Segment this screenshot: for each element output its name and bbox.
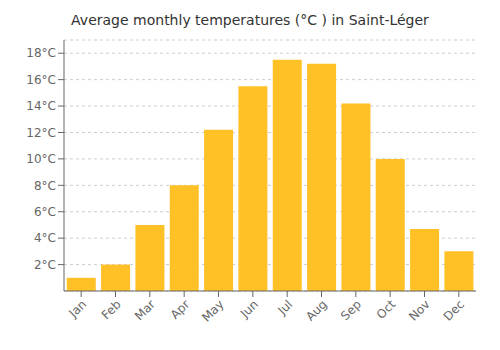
svg-text:Jan: Jan (66, 297, 90, 321)
svg-text:14°C: 14°C (26, 99, 56, 113)
svg-text:May: May (199, 297, 226, 324)
svg-text:2°C: 2°C (34, 258, 56, 272)
svg-text:Feb: Feb (99, 297, 124, 322)
svg-text:Oct: Oct (374, 297, 399, 322)
svg-text:Aug: Aug (303, 297, 329, 323)
svg-text:Jul: Jul (274, 297, 295, 318)
svg-text:12°C: 12°C (26, 126, 56, 140)
svg-text:10°C: 10°C (26, 152, 56, 166)
svg-text:16°C: 16°C (26, 73, 56, 87)
svg-text:Jun: Jun (237, 297, 261, 321)
svg-text:Mar: Mar (132, 297, 158, 323)
svg-text:8°C: 8°C (34, 179, 56, 193)
svg-text:18°C: 18°C (26, 46, 56, 60)
svg-text:Sep: Sep (338, 297, 364, 323)
svg-text:Dec: Dec (441, 297, 467, 323)
svg-text:Apr: Apr (168, 297, 193, 322)
svg-text:6°C: 6°C (34, 205, 56, 219)
svg-text:4°C: 4°C (34, 231, 56, 245)
html-text:Average monthly temperatures (: Average monthly temperatures (°C ) in Sa… (71, 12, 429, 28)
svg-text:Nov: Nov (406, 297, 432, 323)
